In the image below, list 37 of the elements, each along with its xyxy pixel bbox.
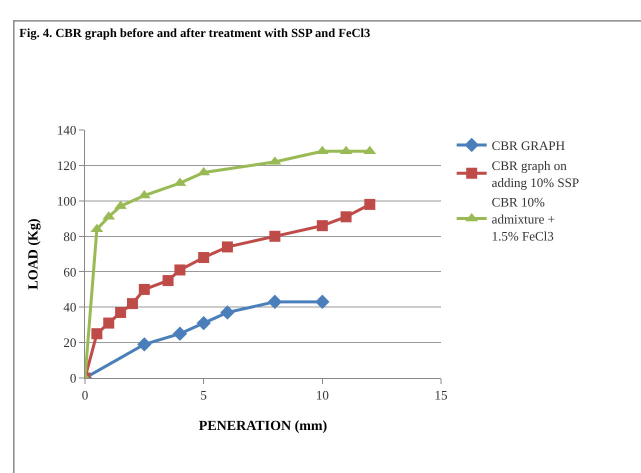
point <box>198 252 210 264</box>
x-tick-label: 0 <box>82 388 88 403</box>
point <box>91 328 102 340</box>
chart-title: Fig. 4. CBR graph before and after treatment with SSP and FeCl3 <box>19 26 370 40</box>
point <box>315 294 330 309</box>
y-tick-label: 80 <box>63 228 76 244</box>
y-tick-label: 140 <box>56 122 76 138</box>
point <box>115 306 126 318</box>
point <box>269 230 280 242</box>
y-tick-label: 60 <box>63 264 76 280</box>
x-tick-label: 5 <box>200 388 207 403</box>
point <box>364 198 376 210</box>
y-tick-label: 100 <box>56 193 76 208</box>
point <box>196 316 211 330</box>
x-tick-label: 10 <box>316 388 329 403</box>
y-tick-label: 40 <box>63 300 76 315</box>
point <box>220 305 235 320</box>
y-tick-label: 20 <box>63 335 76 350</box>
y-tick-label: 120 <box>56 158 76 173</box>
y-axis-title: LOAD (Kg) <box>26 218 42 290</box>
point <box>316 220 328 232</box>
point <box>138 284 150 295</box>
point <box>174 264 186 276</box>
legend-label: CBR 10% admixture + 1.5% FeCl3 <box>492 194 555 244</box>
y-tick-label: 0 <box>70 370 76 386</box>
point <box>137 337 152 352</box>
point <box>268 294 282 309</box>
point <box>126 298 138 310</box>
point <box>340 211 352 222</box>
point <box>103 318 114 329</box>
point <box>222 241 233 252</box>
legend-label: CBR graph on adding 10% SSP <box>492 158 580 190</box>
x-tick-label: 15 <box>434 388 448 403</box>
legend-label: CBR GRAPH <box>492 138 566 154</box>
x-axis-title: PENERATION (mm) <box>198 418 328 434</box>
point <box>162 275 174 286</box>
point <box>172 326 188 341</box>
